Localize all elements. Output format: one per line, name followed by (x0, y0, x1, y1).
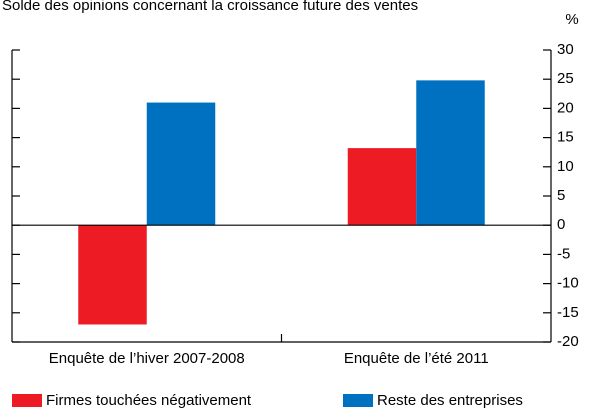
y-tick-label: -15 (557, 304, 579, 321)
y-tick-label: 20 (557, 99, 574, 116)
legend-label: Reste des entreprises (377, 392, 523, 409)
y-tick-label: 30 (557, 41, 574, 58)
y-tick-label: -5 (557, 245, 570, 262)
y-tick-label: 5 (557, 187, 565, 204)
legend-swatch (343, 394, 373, 407)
unit-label: % (565, 11, 578, 28)
bar (347, 148, 417, 226)
x-tick-label: Enquête de l’été 2011 (344, 350, 489, 367)
chart-title: Solde des opinions concernant la croissa… (2, 0, 418, 14)
y-tick-label: 0 (557, 216, 565, 233)
y-tick-label: -10 (557, 275, 579, 292)
y-tick-label: 15 (557, 129, 574, 146)
y-tick-label: 25 (557, 70, 574, 87)
bar (416, 80, 485, 226)
y-tick-label: 10 (557, 158, 574, 175)
bar (78, 225, 147, 325)
legend-swatch (12, 394, 42, 407)
y-tick-label: -20 (557, 333, 579, 350)
bar (146, 102, 216, 226)
x-tick-label: Enquête de l’hiver 2007-2008 (49, 350, 245, 367)
legend-label: Firmes touchées négativement (46, 392, 252, 409)
